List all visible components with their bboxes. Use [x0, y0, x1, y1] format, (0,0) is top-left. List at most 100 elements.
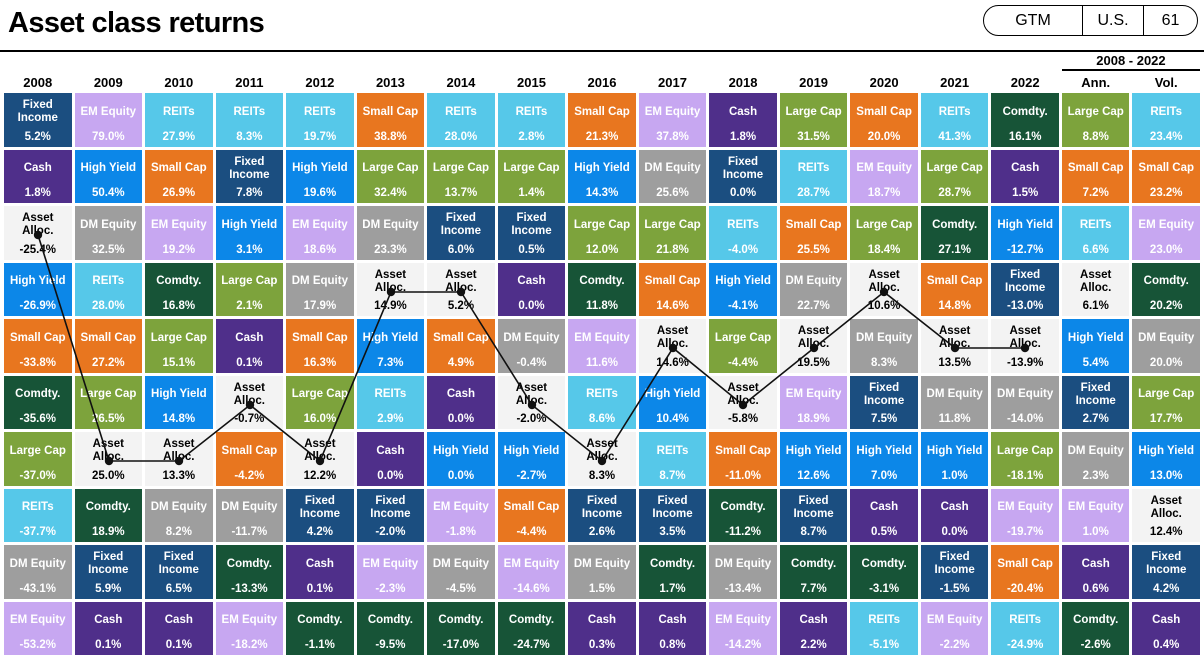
asset-cell: Comdty. 1.7% — [638, 545, 707, 599]
asset-cell-label: High Yield — [926, 444, 983, 457]
asset-cell-value: 6.5% — [165, 582, 192, 595]
asset-cell-value: 0.1% — [236, 356, 263, 369]
asset-cell-label: High Yield — [9, 275, 66, 288]
column-header-y2010: 2010 — [164, 75, 194, 90]
asset-cell-label: EM Equity — [151, 218, 207, 231]
asset-cell: Comdty. -17.0% — [427, 601, 495, 655]
asset-cell-label: Small Cap — [433, 331, 489, 344]
asset-cell-label: Large Cap — [80, 388, 137, 401]
asset-cell-label: Asset Alloc. — [92, 438, 124, 464]
asset-cell: EM Equity -14.2% — [709, 601, 777, 655]
asset-cell: Comdty. -3.1% — [850, 545, 918, 599]
asset-cell-label: High Yield — [856, 444, 912, 457]
asset-cell-label: DM Equity — [221, 501, 278, 514]
asset-cell: Asset Alloc. 12.2% — [286, 432, 354, 486]
asset-cell-label: DM Equity — [1138, 331, 1195, 344]
column-header-y2021: 2021 — [940, 75, 970, 90]
asset-cell-label: Large Cap — [9, 444, 66, 457]
asset-cell-label: Asset Alloc. — [868, 268, 900, 294]
asset-cell: Large Cap -4.4% — [709, 319, 777, 373]
asset-cell: DM Equity -14.0% — [991, 375, 1059, 429]
asset-cell-label: Cash — [658, 614, 687, 627]
asset-cell-value: 5.9% — [95, 582, 122, 595]
asset-cell: High Yield 0.0% — [427, 432, 495, 486]
asset-cell: Fixed Income 5.9% — [74, 545, 143, 599]
asset-cell: Fixed Income 2.7% — [1061, 375, 1130, 429]
asset-cell-value: -14.0% — [1006, 413, 1044, 425]
asset-cell-value: 19.6% — [303, 187, 337, 199]
asset-cell: Large Cap 1.4% — [497, 149, 566, 203]
asset-cell: Large Cap 8.8% — [1061, 93, 1130, 147]
asset-cell: Large Cap 17.7% — [1132, 375, 1200, 429]
asset-cell-label: High Yield — [715, 275, 771, 288]
asset-cell-value: -14.6% — [513, 582, 550, 595]
asset-cell: Large Cap 13.7% — [427, 149, 495, 203]
asset-cell-label: Fixed Income — [722, 155, 764, 181]
asset-cell-value: -43.1% — [19, 582, 56, 595]
asset-cell: Small Cap -11.0% — [709, 432, 777, 486]
asset-cell: DM Equity 8.3% — [850, 319, 918, 373]
asset-cell-value: 21.3% — [585, 130, 619, 143]
asset-cell-value: 17.9% — [303, 300, 337, 312]
asset-cell-value: 10.4% — [656, 413, 689, 425]
asset-cell-value: 1.7% — [659, 582, 686, 595]
asset-cell: EM Equity -14.6% — [497, 545, 566, 599]
asset-cell: REITs 28.0% — [427, 93, 495, 147]
asset-cell-label: Fixed Income — [581, 494, 623, 520]
asset-cell-label: REITs — [374, 388, 407, 401]
asset-cell-value: 12.0% — [585, 243, 619, 256]
asset-cell-label: REITs — [1009, 614, 1042, 627]
asset-cell: Comdty. 18.9% — [74, 488, 143, 542]
asset-cell-label: Small Cap — [1067, 162, 1124, 175]
asset-cell-value: 0.6% — [1082, 582, 1109, 595]
asset-cell-value: -2.2% — [939, 639, 970, 651]
asset-cell: Small Cap 14.8% — [920, 262, 989, 316]
asset-cell-label: Small Cap — [221, 444, 278, 457]
asset-cell-value: 2.6% — [588, 526, 616, 538]
asset-cell-value: -5.1% — [869, 639, 900, 651]
asset-cell: Asset Alloc. 6.1% — [1061, 262, 1130, 316]
asset-cell: Fixed Income 7.8% — [215, 149, 284, 203]
asset-cell: Fixed Income 4.2% — [286, 488, 354, 542]
asset-cell-value: 28.7% — [938, 187, 971, 199]
asset-cell-value: 0.0% — [729, 187, 757, 199]
asset-cell: Cash 0.5% — [850, 488, 918, 542]
asset-cell-value: 1.4% — [518, 187, 545, 199]
returns-grid: Fixed Income 5.2% Cash 1.8% Asset Alloc. -25.… — [4, 93, 1200, 655]
asset-cell-value: 41.3% — [938, 130, 971, 143]
asset-cell: Fixed Income 2.6% — [568, 488, 636, 542]
asset-cell: Asset Alloc. 13.5% — [920, 319, 989, 373]
asset-cell-label: EM Equity — [997, 501, 1053, 514]
asset-cell-label: Cash — [799, 614, 828, 627]
asset-cell-label: REITs — [92, 275, 125, 288]
asset-cell-value: -33.8% — [19, 356, 56, 369]
asset-cell-value: 13.3% — [162, 469, 196, 482]
badge-gtm-label: GTM — [1015, 11, 1051, 29]
asset-cell-label: Comdty. — [156, 275, 202, 288]
asset-cell-label: Cash — [446, 388, 475, 401]
asset-cell: Comdty. 16.8% — [145, 262, 213, 316]
asset-cell-value: 28.0% — [91, 300, 125, 312]
asset-cell-label: Large Cap — [926, 162, 983, 175]
asset-cell-value: 1.0% — [1082, 526, 1109, 538]
asset-cell-value: 0.0% — [377, 469, 404, 482]
asset-cell-value: 25.6% — [656, 187, 689, 199]
asset-cell-label: Fixed Income — [793, 494, 834, 520]
asset-cell-label: Large Cap — [785, 105, 842, 118]
asset-cell-value: 0.5% — [871, 526, 898, 538]
asset-cell-label: Asset Alloc. — [586, 438, 618, 464]
asset-cell-label: EM Equity — [1067, 501, 1124, 514]
asset-cell: Fixed Income -1.5% — [920, 545, 989, 599]
asset-cell-value: -37.7% — [19, 526, 56, 538]
asset-cell: High Yield 3.1% — [215, 206, 284, 260]
asset-cell-value: -53.2% — [19, 639, 56, 651]
asset-cell: Cash 1.5% — [991, 149, 1059, 203]
asset-cell-value: 8.6% — [588, 413, 616, 425]
asset-cell: Comdty. -13.3% — [215, 545, 284, 599]
asset-cell-value: 0.1% — [306, 582, 333, 595]
asset-cell: Asset Alloc. 12.4% — [1132, 488, 1200, 542]
asset-cell-label: REITs — [21, 501, 54, 514]
asset-cell-label: Large Cap — [1067, 105, 1124, 118]
asset-cell-value: 0.1% — [95, 639, 122, 651]
asset-cell: Small Cap -4.2% — [215, 432, 284, 486]
